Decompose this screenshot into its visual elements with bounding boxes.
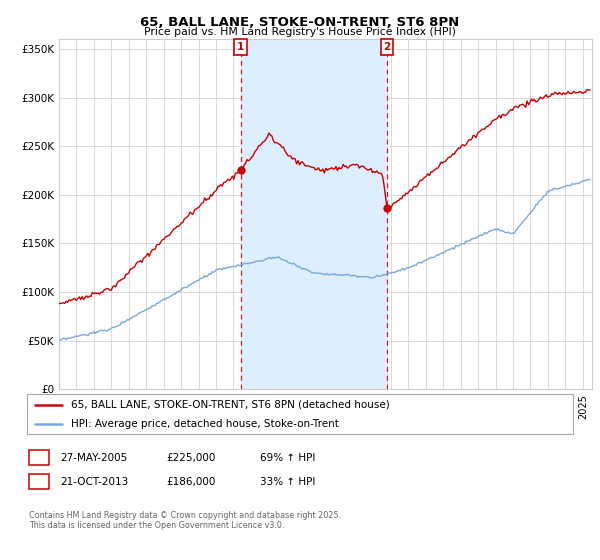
- Text: 65, BALL LANE, STOKE-ON-TRENT, ST6 8PN (detached house): 65, BALL LANE, STOKE-ON-TRENT, ST6 8PN (…: [71, 400, 389, 410]
- Text: 27-MAY-2005: 27-MAY-2005: [60, 452, 127, 463]
- Text: 1: 1: [237, 42, 244, 52]
- Text: Price paid vs. HM Land Registry's House Price Index (HPI): Price paid vs. HM Land Registry's House …: [144, 27, 456, 37]
- Text: Contains HM Land Registry data © Crown copyright and database right 2025.
This d: Contains HM Land Registry data © Crown c…: [29, 511, 341, 530]
- Text: 2: 2: [383, 42, 391, 52]
- Text: 2: 2: [35, 477, 43, 487]
- Text: £186,000: £186,000: [167, 477, 216, 487]
- Text: 65, BALL LANE, STOKE-ON-TRENT, ST6 8PN: 65, BALL LANE, STOKE-ON-TRENT, ST6 8PN: [140, 16, 460, 29]
- Text: 33% ↑ HPI: 33% ↑ HPI: [260, 477, 315, 487]
- Text: 1: 1: [35, 452, 43, 463]
- Text: HPI: Average price, detached house, Stoke-on-Trent: HPI: Average price, detached house, Stok…: [71, 419, 338, 429]
- Text: 21-OCT-2013: 21-OCT-2013: [60, 477, 128, 487]
- Text: 69% ↑ HPI: 69% ↑ HPI: [260, 452, 315, 463]
- Text: £225,000: £225,000: [167, 452, 216, 463]
- Bar: [241, 39, 387, 389]
